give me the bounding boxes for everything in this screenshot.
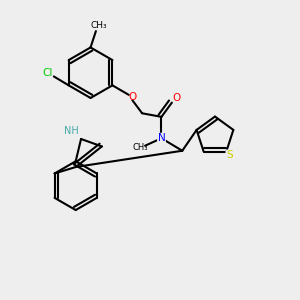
Text: NH: NH bbox=[64, 126, 79, 136]
Text: CH₃: CH₃ bbox=[91, 21, 107, 30]
Text: O: O bbox=[128, 92, 136, 102]
Text: S: S bbox=[226, 150, 232, 160]
Text: N: N bbox=[158, 133, 165, 143]
Text: Cl: Cl bbox=[42, 68, 52, 78]
Text: O: O bbox=[172, 93, 181, 103]
Text: CH₃: CH₃ bbox=[132, 143, 148, 152]
